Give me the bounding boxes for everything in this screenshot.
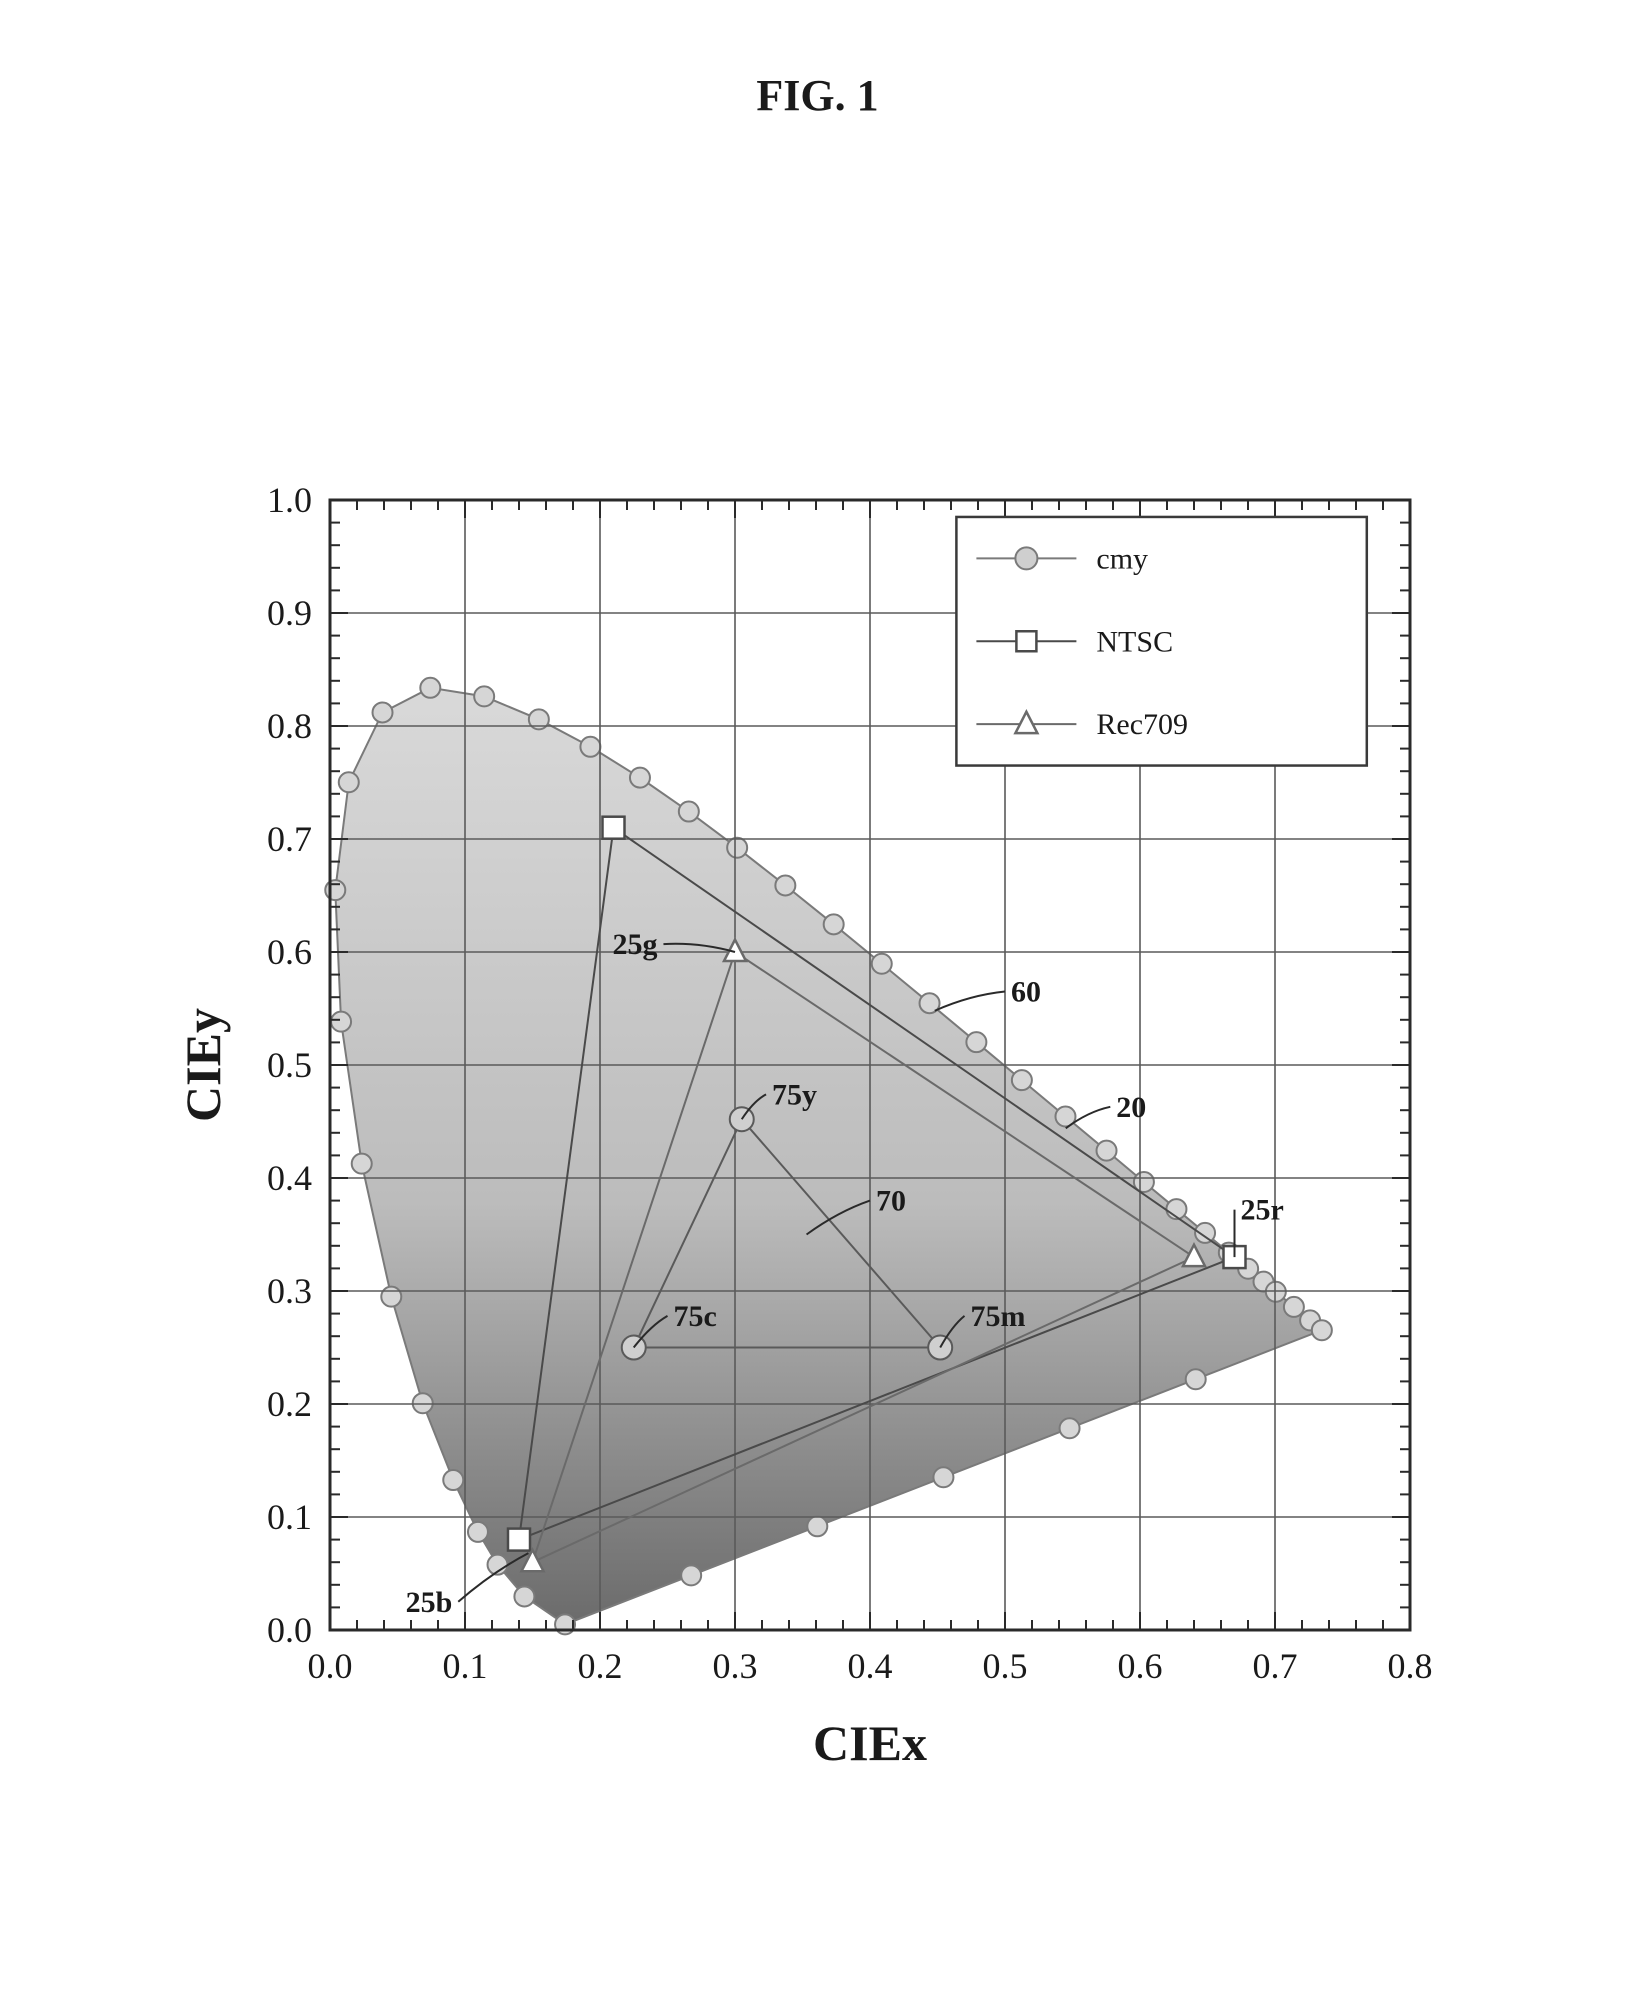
- locus-marker-icon: [580, 737, 600, 757]
- y-tick-label: 0.3: [267, 1271, 312, 1311]
- x-tick-label: 0.2: [578, 1646, 623, 1686]
- y-tick-label: 0.7: [267, 819, 312, 859]
- x-tick-label: 0.7: [1253, 1646, 1298, 1686]
- x-tick-label: 0.4: [848, 1646, 893, 1686]
- locus-marker-icon: [420, 678, 440, 698]
- y-tick-label: 0.9: [267, 593, 312, 633]
- locus-marker-icon: [775, 875, 795, 895]
- locus-marker-icon: [474, 686, 494, 706]
- annotation-label: 20: [1116, 1091, 1146, 1124]
- x-tick-label: 0.1: [443, 1646, 488, 1686]
- ntsc-marker-icon: [603, 817, 625, 839]
- purple-line-marker-icon: [1060, 1418, 1080, 1438]
- locus-marker-icon: [727, 838, 747, 858]
- y-tick-label: 0.6: [267, 932, 312, 972]
- legend-marker-icon: [1015, 547, 1037, 569]
- chart: 25g 75y 60 20 25r 70 75c 75m 25b 0.0 0.1 0.2 0.3 0.4 0…: [170, 470, 1470, 1910]
- locus-marker-icon: [1097, 1141, 1117, 1161]
- purple-line-marker-icon: [807, 1516, 827, 1536]
- annotation-label: 70: [876, 1185, 906, 1218]
- locus-marker-icon: [824, 914, 844, 934]
- x-tick-label: 0.5: [983, 1646, 1028, 1686]
- locus-marker-icon: [381, 1287, 401, 1307]
- purple-line-marker-icon: [1186, 1369, 1206, 1389]
- x-tick-label: 0.3: [713, 1646, 758, 1686]
- locus-marker-icon: [1284, 1297, 1304, 1317]
- y-tick-label: 0.1: [267, 1497, 312, 1537]
- annotation-label: 25g: [612, 928, 657, 961]
- annotation-label: 75m: [971, 1300, 1026, 1333]
- locus-marker-icon: [352, 1154, 372, 1174]
- y-tick-label: 0.4: [267, 1158, 312, 1198]
- legend-label: cmy: [1096, 542, 1148, 575]
- y-tick-label: 0.0: [267, 1610, 312, 1650]
- annotation-label: 25r: [1241, 1194, 1284, 1227]
- y-tick-label: 1.0: [267, 480, 312, 520]
- legend-label: Rec709: [1096, 708, 1188, 741]
- purple-line-marker-icon: [933, 1467, 953, 1487]
- x-tick-label: 0.8: [1388, 1646, 1433, 1686]
- purple-line-marker-icon: [681, 1565, 701, 1585]
- locus-marker-icon: [443, 1470, 463, 1490]
- locus-marker-icon: [966, 1032, 986, 1052]
- x-tick-label: 0.6: [1118, 1646, 1163, 1686]
- figure-title: FIG. 1: [0, 70, 1635, 121]
- y-tick-label: 0.5: [267, 1045, 312, 1085]
- locus-marker-icon: [468, 1522, 488, 1542]
- y-tick-label: 0.8: [267, 706, 312, 746]
- locus-marker-icon: [339, 772, 359, 792]
- locus-marker-icon: [1012, 1070, 1032, 1090]
- locus-marker-icon: [373, 702, 393, 722]
- locus-marker-icon: [1312, 1320, 1332, 1340]
- legend-marker-icon: [1016, 631, 1036, 651]
- locus-marker-icon: [514, 1586, 534, 1606]
- ntsc-marker-icon: [508, 1529, 530, 1551]
- locus-marker-icon: [325, 880, 345, 900]
- y-tick-label: 0.2: [267, 1384, 312, 1424]
- legend-label: NTSC: [1096, 625, 1173, 658]
- annotation-label: 75c: [674, 1300, 717, 1333]
- y-axis-label: CIEy: [175, 1008, 231, 1122]
- locus-marker-icon: [331, 1012, 351, 1032]
- locus-marker-icon: [679, 802, 699, 822]
- x-tick-label: 0.0: [308, 1646, 353, 1686]
- locus-marker-icon: [872, 954, 892, 974]
- annotation-label: 25b: [406, 1586, 453, 1619]
- annotation-label: 75y: [772, 1078, 817, 1111]
- x-axis-label: CIEx: [813, 1715, 927, 1771]
- annotation-label: 60: [1011, 976, 1041, 1009]
- locus-marker-icon: [630, 768, 650, 788]
